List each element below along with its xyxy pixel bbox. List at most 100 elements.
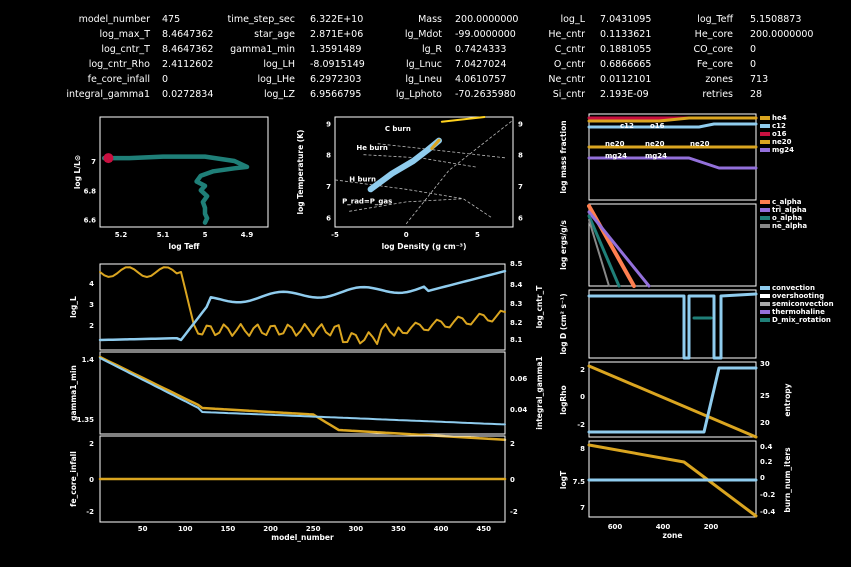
trho-guide [377,143,506,159]
logt-y2tick: -0.4 [760,508,775,516]
header-key: log_L [560,14,585,25]
legend-swatch [760,200,770,204]
header-value: 7.0427024 [455,59,506,70]
header-key: Fe_core [697,59,733,70]
legend-label: thermohaline [772,308,825,316]
eps-o-alpha [587,214,621,288]
hist3-ytick: 0 [89,476,94,484]
logt-xtick: 400 [656,523,671,531]
hist1-ytick: 3 [89,301,94,309]
header-key: Ne_cntr [548,74,585,85]
eps-ylabel: log ergs/g/s [559,220,568,270]
hist3-ylabel: fe_core_infall [69,451,78,507]
abund-ylabel: log mass fraction [559,120,568,193]
hist1-frame [99,263,506,351]
hist3-xtick: 400 [434,525,449,533]
hist2-y2label: integral_gamma1 [535,356,544,429]
rho-ylabel: logRho [559,385,568,414]
hist1-y2tick: 8.5 [510,260,523,268]
logt-ytick: 7.5 [573,478,586,486]
header-key: lg_Lneu [405,74,442,85]
header-value: 0.6866665 [600,59,651,70]
hist3-xtick: 300 [348,525,363,533]
logt-xtick: 600 [608,523,623,531]
legend-swatch [760,286,770,290]
hist1-y2tick: 8.1 [510,336,523,344]
header-key: log_max_T [100,29,151,40]
header-key: fe_core_infall [88,74,150,85]
hr-xlabel: log Teff [169,242,201,251]
rho-y2tick: 20 [760,419,770,427]
abund-line-label: mg24 [605,152,627,160]
legend-label: semiconvection [772,300,834,308]
hist2-ytick: 1.4 [82,356,95,364]
trho-guide [334,179,492,218]
hist3-y2tick: 2 [510,440,515,448]
trho-xtick: 5 [475,231,480,239]
legend-label: ne20 [772,138,792,146]
logt-y2tick: 0 [760,474,765,482]
legend-swatch [760,140,770,144]
trho-center [430,138,441,150]
hist3-xtick: 200 [263,525,278,533]
logt-ylabel: logT [559,470,568,489]
hist3-ytick: 2 [89,440,94,448]
eps-frame [588,203,757,287]
rho-y2label: entropy [783,383,792,416]
header-key: log_LZ [264,89,296,100]
abund-line-label: o16 [650,122,665,130]
legend-label: c12 [772,122,786,130]
header-value: 5.1508873 [750,14,801,25]
hist3-y2tick: -2 [510,508,518,516]
rho-logrho [587,364,758,439]
header-value: 6.9566795 [310,89,361,100]
header-key: C_cntr [555,44,585,55]
header-key: He_core [695,29,733,40]
mix-ylabel: log D (cm² s⁻¹) [559,293,568,354]
rho-y2tick: 25 [760,392,770,400]
hist1-y2tick: 8.4 [510,281,523,289]
logt-y2tick: 0.2 [760,458,773,466]
legend-label: c_alpha [772,198,802,206]
hist1-log-L [99,266,506,345]
trho-y2tick: 9 [518,120,523,128]
hr-ytick: 6.8 [84,187,97,195]
header-value: 28 [750,89,762,100]
logt-ytick: 8 [580,445,585,453]
header-key: lg_Lnuc [406,59,442,70]
trho-ytick: 7 [326,183,331,191]
legend-swatch [760,310,770,314]
header-value: 0.1881055 [600,44,651,55]
header-key: lg_Lphoto [396,89,442,100]
header-value: 0.0112101 [600,74,651,85]
trho-xlabel: log Density (g cm⁻³) [382,242,467,251]
header-key: log_LHe [257,74,295,85]
trho-annotation: He burn [356,144,387,152]
legend-swatch [760,318,770,322]
hist2-integral-gamma1 [99,357,506,426]
legend-swatch [760,208,770,212]
hist3-xtick: 450 [476,525,491,533]
hr-ytick: 6.6 [84,217,97,225]
header-value: 1.3591489 [310,44,361,55]
legend-swatch [760,124,770,128]
trho-ytick: 8 [326,152,331,160]
hist3-xtick: 350 [391,525,406,533]
eps-tri-alpha [587,210,651,288]
hist2-y2tick: 0.04 [510,406,527,414]
hist1-ylabel: log_L [69,296,78,318]
header-key: Mass [418,14,442,25]
legend-label: overshooting [772,292,824,300]
header-key: star_age [254,29,295,40]
logt-y2tick: -0.2 [760,491,775,499]
logt-xlabel: zone [663,531,683,540]
hist3-xlabel: model_number [271,533,334,542]
abund-line-label: c12 [620,122,634,130]
rho-ytick: 2 [580,366,585,374]
header-value: 0.7424333 [455,44,506,55]
header-key: integral_gamma1 [66,89,150,100]
header-value: 0 [162,74,168,85]
logt-logt [587,443,758,518]
abund-line-label: mg24 [645,152,667,160]
rho-ytick: -2 [577,421,585,429]
